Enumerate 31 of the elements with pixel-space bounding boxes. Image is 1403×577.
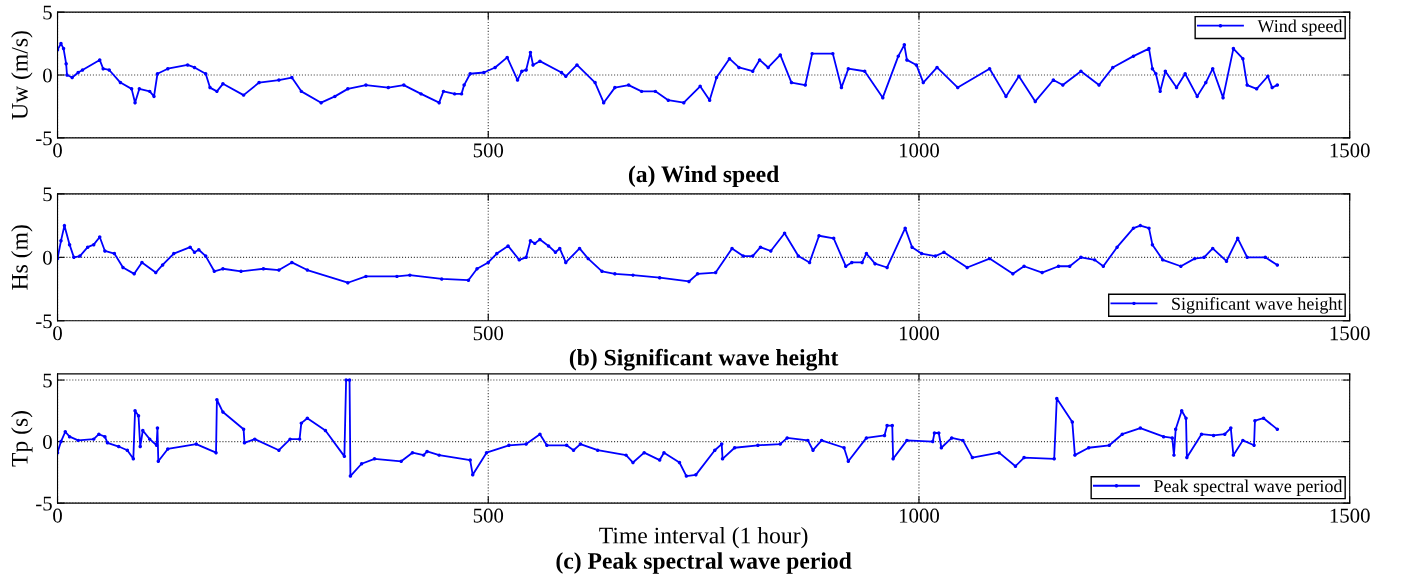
x-tick-label: 0	[53, 508, 62, 523]
x-tick-label: 500	[473, 508, 504, 523]
y-tick-label: 0	[43, 68, 52, 83]
x-tick-label: 500	[473, 326, 504, 341]
text: (a) Wind speed	[628, 165, 780, 187]
x-tick-label: 0	[53, 326, 62, 341]
y-tick-label: -5	[36, 131, 52, 146]
text: (c) Peak spectral wave period	[556, 552, 852, 574]
x-tick-label: 1500	[1330, 326, 1370, 341]
x-tick-label: 0	[53, 143, 62, 158]
x-tick-label: 1000	[899, 508, 939, 523]
legend-label: Wind speed	[1257, 19, 1343, 36]
y-axis-title: Tp (s)	[11, 411, 33, 467]
legend-label: Peak spectral wave period	[1153, 479, 1343, 496]
y-axis-title: Uw (m/s)	[11, 31, 33, 120]
x-tick-label: 1500	[1330, 143, 1370, 158]
y-tick-label: 0	[43, 250, 52, 265]
x-tick-label: 1000	[899, 326, 939, 341]
legend-label: Significant wave height	[1172, 296, 1343, 314]
x-axis-title: Time interval (1 hour)	[599, 526, 808, 549]
y-tick-label: 5	[43, 373, 52, 388]
y-tick-label: 0	[43, 434, 52, 450]
x-tick-label: 1500	[1330, 508, 1370, 523]
y-tick-label: 5	[43, 5, 52, 20]
y-tick-label: -5	[36, 314, 52, 329]
x-tick-label: 500	[473, 143, 504, 158]
x-tick-label: 1000	[899, 143, 939, 158]
y-axis-title: Hs (m)	[11, 225, 33, 290]
y-tick-label: -5	[36, 496, 52, 511]
y-tick-label: 5	[43, 187, 52, 202]
text: (b) Significant wave height	[569, 348, 839, 371]
